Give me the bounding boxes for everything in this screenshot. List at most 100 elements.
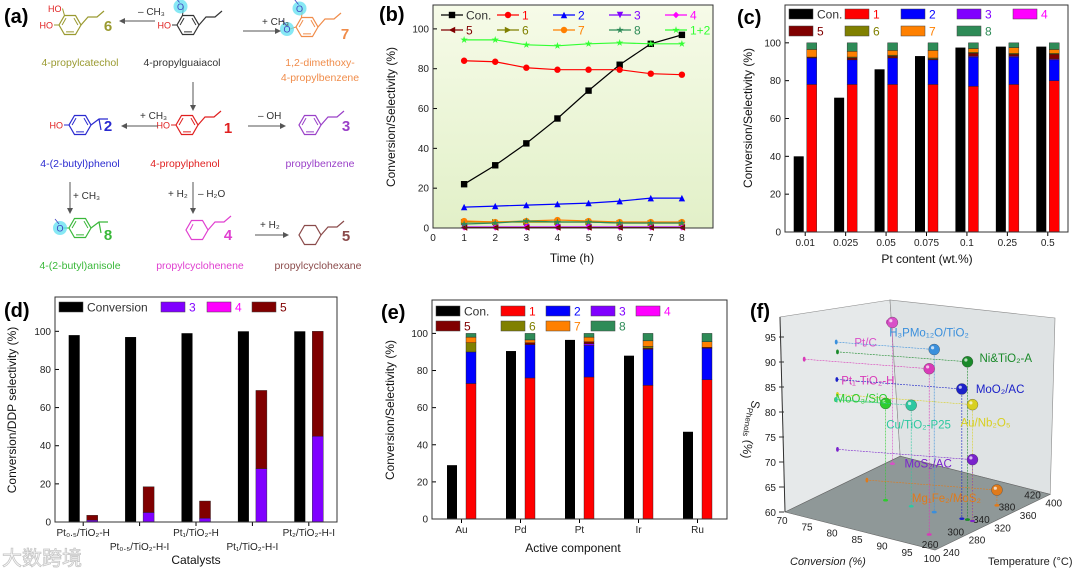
selectivity-bar-5: [255, 390, 268, 469]
alkyl-chain: [320, 110, 345, 126]
oxygen-label: O: [56, 224, 63, 234]
data-point: [616, 197, 623, 205]
data-point: [647, 194, 654, 202]
plot-frame: [431, 299, 728, 520]
molecule-guaiacol: HO O 4-propylguaiacol: [143, 0, 223, 69]
bond: [62, 8, 65, 16]
data-point: [491, 36, 499, 43]
molecule-4: 4 propylcyclohenene: [156, 215, 244, 272]
bar-group: [68, 335, 98, 523]
plot-frame: [432, 4, 714, 229]
selectivity-bar-7: [583, 336, 595, 342]
bar-group: [565, 333, 595, 520]
floor-projection: [926, 533, 932, 536]
z-tick-label: 75: [765, 433, 777, 444]
legend-label: 4: [690, 9, 697, 23]
floor-projection: [994, 504, 1000, 507]
watermark: 大数跨境: [2, 547, 82, 568]
y-tick-label: 60: [40, 403, 52, 414]
conversion-bar: [181, 333, 193, 522]
conversion-bar: [125, 337, 137, 522]
legend-label: 3: [619, 305, 626, 319]
hydroxyl-label: HO: [157, 121, 171, 131]
compound-number: 4: [224, 227, 233, 244]
z-axis-title: SPhenols (%): [737, 399, 763, 459]
series-line: [464, 220, 682, 225]
data-point: [616, 219, 624, 227]
legend-label: 1: [529, 305, 536, 319]
point-label: MoS₂/AC: [904, 459, 951, 471]
point-highlight: [931, 346, 935, 350]
x-axis-title: Conversion (%): [790, 556, 866, 568]
point-marker: [966, 454, 979, 466]
legend-label: 5: [817, 25, 824, 39]
data-point: [585, 66, 592, 73]
reaction-scheme: HO HO 6 4-propylcatechol HO O 4-propylguaiacol…: [39, 0, 362, 272]
molecule-8: O 8 4-(2-butyl)anisole: [39, 217, 121, 272]
legend-swatch: [788, 8, 814, 20]
point-label: Pt/C: [854, 338, 876, 350]
selectivity-bar-1: [524, 377, 536, 520]
conversion-bar: [683, 431, 693, 519]
y-tick-label: 360: [1020, 511, 1037, 522]
legend-label: 1: [873, 8, 880, 22]
chart-active-component: 0 20 40 60 80 100 Conversion/Selectivity (%) Ac…: [383, 299, 728, 555]
x-tick-label: 70: [776, 516, 788, 527]
y-tick-label: 420: [1024, 490, 1041, 501]
selectivity-bar-5: [968, 53, 979, 57]
methoxy-highlight-icon: [173, 0, 188, 14]
legend-label: 8: [985, 25, 992, 39]
compound-name: propylbenzene: [286, 158, 355, 170]
wall-projection-line: [837, 449, 973, 460]
point-highlight: [889, 319, 893, 323]
bar-group: [447, 333, 477, 520]
selectivity-bar-8: [701, 333, 713, 342]
y-tick-label: 80: [418, 64, 430, 75]
compound-number: 7: [341, 26, 349, 43]
data-point: [616, 66, 623, 73]
legend-marker: [504, 26, 512, 34]
y-tick-label: 20: [417, 477, 429, 488]
selectivity-bar-7: [1008, 47, 1020, 54]
point-marker: [905, 399, 917, 411]
z-tick-label: 90: [765, 358, 777, 369]
legend-marker: [448, 11, 456, 19]
data-point: [523, 140, 530, 147]
methoxy-highlight-icon: [53, 221, 67, 235]
y-tick-label: 100: [764, 38, 781, 49]
legend-swatch: [956, 8, 982, 20]
legend-label: 5: [466, 24, 473, 38]
bar-group: [915, 42, 939, 233]
alkyl-chain: [320, 220, 345, 236]
data-point: [585, 199, 592, 207]
y-tick-label: 260: [922, 540, 939, 551]
selectivity-bar-7: [524, 339, 536, 343]
selectivity-bar-7: [701, 341, 713, 348]
compound-number: 8: [104, 227, 112, 244]
y-tick-label: 40: [40, 441, 52, 452]
compound-name: 4-(2-butyl)phenol: [40, 158, 119, 170]
data-point: [553, 218, 562, 226]
z-axis-line: [779, 316, 786, 513]
y-tick-label: 60: [770, 114, 782, 125]
legend-label: 7: [574, 320, 581, 334]
bar-group: [834, 42, 858, 233]
y-tick-label: 60: [417, 403, 429, 414]
conversion-bar: [68, 335, 80, 522]
selectivity-bar-3: [199, 517, 211, 523]
point-highlight: [993, 486, 997, 490]
bar-group: [683, 333, 713, 520]
legend-swatch: [251, 301, 277, 313]
legend-label: Con.: [817, 8, 842, 22]
data-point: [616, 61, 623, 68]
double-bond: [61, 17, 67, 26]
selectivity-bar-2: [642, 348, 654, 386]
x-axis-title: Active component: [525, 541, 621, 555]
selectivity-bar-1: [887, 84, 898, 233]
data-point: [491, 219, 499, 227]
z-tick-label: 60: [765, 508, 777, 519]
floor-projection: [959, 517, 965, 520]
selectivity-bar-1: [806, 84, 817, 233]
data-point: MoS₂/AC: [836, 446, 979, 523]
legend-label: 2: [929, 8, 936, 22]
